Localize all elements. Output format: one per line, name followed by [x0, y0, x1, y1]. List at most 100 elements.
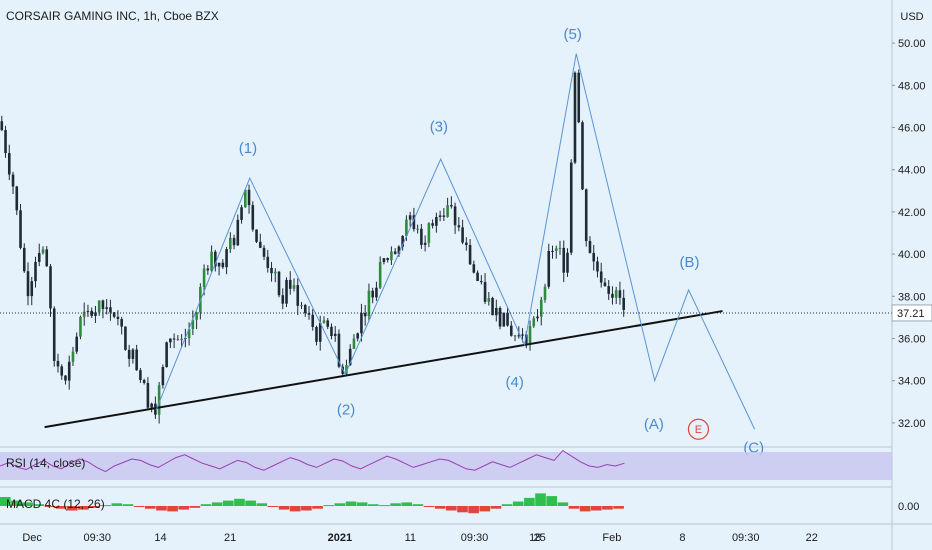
macd-bar [256, 503, 268, 506]
x-tick-label: 22 [806, 532, 818, 544]
candle-body [300, 305, 303, 307]
macd-bar [434, 506, 446, 509]
candle-body [97, 300, 101, 313]
candle-body [393, 251, 397, 254]
candle-body [345, 365, 348, 374]
candle-body [569, 162, 573, 253]
candle-body [124, 326, 127, 350]
rsi-band [0, 452, 892, 480]
candle-body [416, 228, 419, 230]
candle-body [431, 223, 434, 226]
macd-bar [144, 506, 156, 509]
macd-bar [55, 506, 67, 509]
candle-body [337, 333, 341, 367]
candle-body [543, 286, 547, 300]
candle-body [562, 247, 566, 273]
candle-body [472, 264, 476, 273]
candle-body [495, 307, 498, 316]
macd-bar [89, 506, 100, 508]
rsi-line [0, 449, 625, 473]
macd-bar [546, 496, 557, 506]
candle-body [86, 310, 90, 312]
macd-bar [613, 506, 624, 509]
candle-body [56, 360, 60, 367]
candle-body [202, 268, 206, 287]
candle-body [195, 312, 198, 320]
x-tick-label: 09:30 [83, 532, 111, 544]
wave-label: (1) [239, 140, 257, 157]
candle-body [614, 290, 618, 298]
candle-body [592, 252, 596, 262]
candle-body [67, 361, 71, 381]
y-tick-label: 46.00 [898, 123, 926, 135]
candle-body [611, 293, 614, 298]
macd-bar [334, 503, 346, 506]
candle-body [251, 205, 255, 230]
candle-body [60, 366, 64, 376]
y-tick-label: 48.00 [898, 80, 926, 92]
candle-body [30, 281, 34, 297]
macd-bar [167, 506, 178, 512]
x-tick-label: 21 [224, 532, 236, 544]
candle-body [476, 272, 479, 282]
candle-body [536, 316, 539, 319]
candle-body [285, 279, 288, 304]
x-tick-label: 11 [405, 532, 416, 544]
candle-body [318, 322, 322, 342]
macd-bar [211, 502, 223, 506]
candle-body [229, 237, 232, 250]
macd-bar [524, 497, 535, 506]
candle-body [356, 333, 359, 339]
y-tick-label: 44.00 [898, 165, 926, 177]
x-tick-label: 09:30 [461, 532, 489, 544]
candle-body [521, 334, 524, 336]
macd-bar [267, 506, 279, 507]
candle-body [596, 261, 599, 272]
candle-body [363, 313, 367, 317]
candle-body [273, 271, 277, 274]
candle-body [281, 295, 285, 304]
macd-label: MACD 4C (12, 26) [6, 497, 105, 511]
candle-body [94, 312, 97, 316]
macd-bar [178, 506, 190, 510]
wave-label: (4) [506, 374, 524, 391]
candle-body [457, 225, 461, 228]
candle-body [581, 122, 584, 190]
candle-body [423, 242, 427, 245]
support-trendline [44, 310, 723, 429]
y-tick-label: 36.00 [898, 334, 926, 346]
candle-body [367, 290, 371, 317]
candle-body [558, 247, 562, 249]
macd-bar [156, 506, 167, 511]
macd-bar [501, 504, 513, 506]
candle-body [247, 189, 251, 206]
macd-bar [122, 504, 134, 506]
candle-body [255, 229, 258, 242]
candle-body [618, 290, 622, 298]
x-tick-label: 18 [529, 532, 541, 544]
candle-body [49, 266, 52, 309]
candle-body [352, 338, 356, 349]
macd-bar [535, 493, 546, 506]
candle-body [169, 338, 172, 343]
x-tick-label: Feb [602, 532, 621, 544]
candle-body [453, 206, 457, 226]
candle-body [465, 242, 468, 246]
candle-body [11, 174, 15, 187]
candle-body [64, 375, 67, 381]
x-tick-label: 14 [154, 532, 166, 544]
macd-bar [401, 502, 413, 506]
candle-body [75, 336, 79, 352]
candle-body [517, 335, 521, 337]
candle-body [296, 285, 300, 306]
y-tick-label: 50.00 [898, 38, 926, 50]
macd-bar [33, 504, 45, 506]
candle-body [240, 207, 243, 220]
candle-body [105, 307, 108, 309]
macd-bar [289, 506, 301, 512]
candle-body [71, 351, 75, 362]
candle-body [292, 285, 296, 289]
candle-body [266, 256, 270, 268]
candle-body [371, 290, 374, 298]
